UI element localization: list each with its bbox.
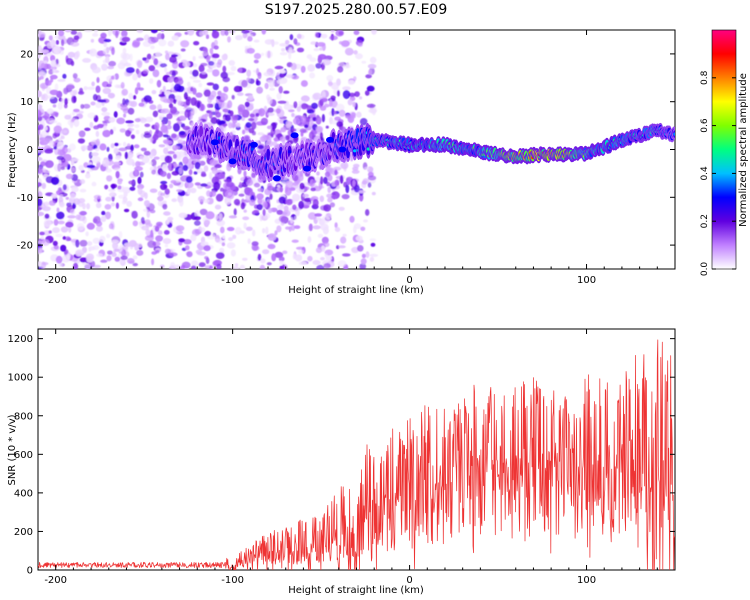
snr-frame [37, 328, 676, 571]
snr-ytick-label: 400 [14, 488, 33, 499]
colorbar: 0.0 0.2 0.4 0.6 0.8 Normalized spectral ampl… [700, 29, 749, 276]
colorbar-tick-label: 0.2 [700, 214, 710, 228]
snr-xtick-label: 0 [406, 575, 412, 586]
colorbar-label: Normalized spectral amplitude [738, 73, 749, 227]
spectrogram-ytick-label: 0 [27, 145, 33, 156]
colorbar-tick-label: 0.6 [700, 118, 710, 133]
spectrogram-xtick-label: -100 [221, 275, 244, 286]
snr-xtick-label: 100 [577, 575, 596, 586]
spectrogram-ytick-label: 20 [20, 49, 33, 60]
snr-xtick-label: -200 [44, 575, 67, 586]
colorbar-tick-label: 0.4 [700, 166, 710, 181]
spectrogram-xtick-label: 0 [406, 275, 412, 286]
snr-ytick-label: 1200 [8, 334, 33, 345]
snr-ytick-label: 1000 [8, 373, 33, 384]
colorbar-scale [711, 29, 737, 270]
snr-ytick-label: 600 [14, 450, 33, 461]
snr-ytick-label: 0 [27, 566, 33, 577]
spectrogram-ytick-label: -20 [17, 241, 33, 252]
spectrogram-xtick-label: 100 [577, 275, 596, 286]
spectrogram-marks [38, 30, 675, 269]
chart-title: S197.2025.280.00.57.E09 [265, 2, 448, 18]
spectrogram-ytick-label: 10 [20, 97, 33, 108]
spectrogram-ridge [185, 122, 675, 183]
snr-ytick-label: 800 [14, 411, 33, 422]
snr-ylabel: SNR (10 * v/v) [7, 414, 18, 485]
spectrogram-xtick-label: -200 [44, 275, 67, 286]
colorbar-tick-label: 0.8 [700, 70, 710, 85]
spectrogram-ylabel: Frequency (Hz) [7, 112, 18, 188]
spectrogram-xlabel: Height of straight line (km) [288, 285, 424, 296]
colorbar-ticks: 0.0 0.2 0.4 0.6 0.8 [700, 70, 736, 276]
snr-marks [38, 339, 675, 570]
snr-ytick-label: 200 [14, 527, 33, 538]
snr-xlabel: Height of straight line (km) [288, 585, 424, 596]
snr-xtick-label: -100 [221, 575, 244, 586]
spectrogram-ytick-label: -10 [17, 193, 33, 204]
colorbar-tick-label: 0.0 [700, 262, 710, 277]
snr-series-line [38, 339, 675, 570]
